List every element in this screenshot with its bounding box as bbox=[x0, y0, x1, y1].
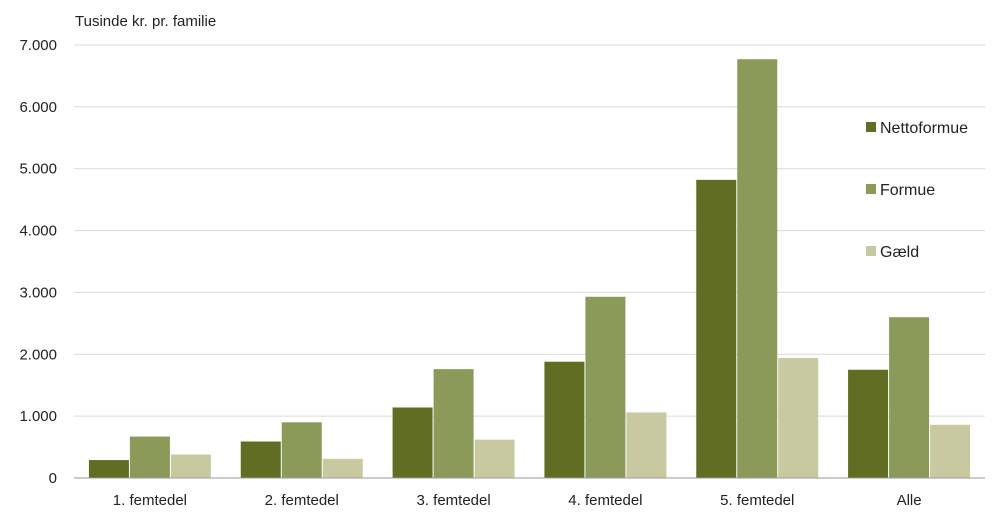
bar-nettoformue bbox=[88, 460, 129, 478]
x-tick-label: Alle bbox=[897, 492, 922, 509]
bar-nettoformue bbox=[848, 369, 889, 478]
legend-label: Gæld bbox=[880, 244, 919, 261]
legend-swatch bbox=[866, 122, 876, 132]
bar-gæld bbox=[626, 412, 667, 478]
y-tick-label: 0 bbox=[49, 470, 57, 487]
x-tick-label: 5. femtedel bbox=[720, 492, 794, 509]
y-tick-label: 2.000 bbox=[19, 346, 57, 363]
legend: Nettoformue Formue Gæld bbox=[866, 120, 968, 261]
x-tick-label: 3. femtedel bbox=[416, 492, 490, 509]
bars bbox=[88, 59, 971, 478]
bar-nettoformue bbox=[392, 407, 433, 478]
y-tick-labels: 0 1.000 2.000 3.000 4.000 5.000 6.000 7.000 bbox=[19, 37, 57, 487]
y-axis-label: Tusinde kr. pr. familie bbox=[75, 13, 216, 30]
x-tick-labels: 1. femtedel 2. femtedel 3. femtedel 4. femt… bbox=[113, 492, 922, 509]
y-tick-label: 1.000 bbox=[19, 408, 57, 425]
y-tick-label: 4.000 bbox=[19, 223, 57, 240]
bar-gæld bbox=[930, 424, 971, 478]
bar-formue bbox=[433, 369, 474, 478]
bar-gæld bbox=[474, 439, 515, 478]
y-tick-label: 7.000 bbox=[19, 37, 57, 54]
legend-swatch bbox=[866, 246, 876, 256]
bar-gæld bbox=[170, 454, 211, 478]
y-tick-label: 6.000 bbox=[19, 99, 57, 116]
bar-formue bbox=[129, 436, 170, 478]
x-tick-label: 4. femtedel bbox=[568, 492, 642, 509]
bar-nettoformue bbox=[696, 179, 737, 478]
x-tick-label: 1. femtedel bbox=[113, 492, 187, 509]
bar-formue bbox=[737, 59, 778, 478]
x-tick-label: 2. femtedel bbox=[265, 492, 339, 509]
bar-gæld bbox=[322, 458, 363, 478]
bar-formue bbox=[889, 317, 930, 478]
bar-nettoformue bbox=[544, 361, 585, 478]
y-tick-label: 3.000 bbox=[19, 284, 57, 301]
legend-label: Nettoformue bbox=[880, 120, 968, 137]
y-tick-label: 5.000 bbox=[19, 161, 57, 178]
bar-gæld bbox=[778, 357, 819, 478]
grid-lines bbox=[74, 44, 985, 417]
legend-label: Formue bbox=[880, 182, 935, 199]
bar-formue bbox=[585, 296, 626, 478]
legend-swatch bbox=[866, 184, 876, 194]
bar-nettoformue bbox=[240, 441, 281, 478]
bar-formue bbox=[281, 422, 322, 478]
